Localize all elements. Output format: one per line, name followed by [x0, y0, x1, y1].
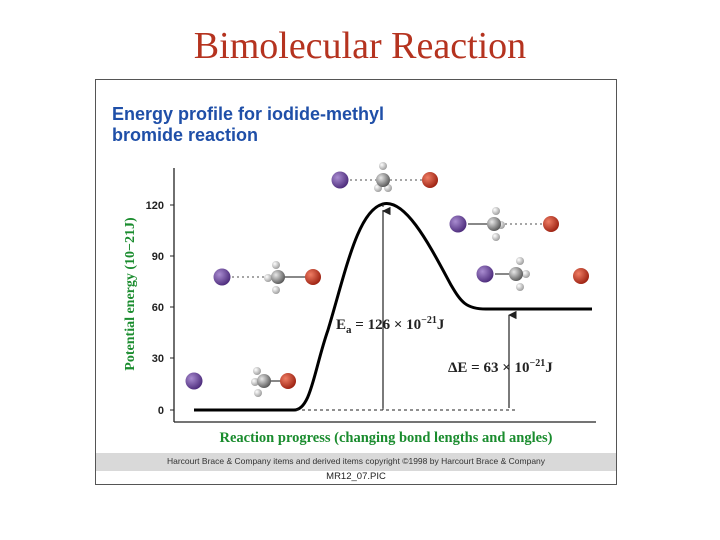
- energy-diagram: 0 30 60 90 120 Potential energy (10−21J)…: [123, 162, 596, 446]
- ea-equation: = 126 × 10: [352, 317, 422, 333]
- de-unit: J: [545, 360, 553, 376]
- carbon-atom: [257, 374, 271, 388]
- hydrogen-atom: [516, 283, 524, 291]
- figure-title-line1: Energy profile for iodide-methyl: [112, 104, 385, 124]
- hydrogen-atom: [492, 233, 500, 241]
- delta-e-annotation: ΔE = 63 × 10−21J: [448, 358, 553, 376]
- iodide-atom: [449, 215, 467, 233]
- carbon-atom: [487, 217, 501, 231]
- y-tick-label-60: 60: [152, 302, 164, 314]
- hydrogen-atom: [272, 286, 280, 294]
- hydrogen-atom: [264, 274, 272, 282]
- y-ticks: 0 30 60 90 120: [146, 200, 174, 417]
- hydrogen-atom: [516, 257, 524, 265]
- molecule-reactants: [185, 367, 296, 397]
- hydrogen-atom: [253, 367, 261, 375]
- iodide-atom: [331, 171, 349, 189]
- hydrogen-atom: [379, 162, 387, 170]
- bromine-atom: [422, 172, 438, 188]
- carbon-atom: [376, 173, 390, 187]
- ea-subscript: a: [346, 324, 352, 336]
- molecule-products: [476, 257, 589, 291]
- bromine-atom: [305, 269, 321, 285]
- y-tick-label-30: 30: [152, 353, 164, 365]
- ea-annotation: Ea = 126 × 10−21J: [336, 315, 445, 336]
- de-equation: = 63 × 10: [467, 360, 529, 376]
- energy-curve: [194, 202, 592, 412]
- bromide-atom: [573, 268, 589, 284]
- credit-bar: Harcourt Brace & Company items and deriv…: [96, 453, 616, 471]
- carbon-atom: [509, 267, 523, 281]
- hydrogen-atom: [522, 270, 530, 278]
- figure-frame: Energy profile for iodide-methyl bromide…: [95, 79, 617, 485]
- de-symbol: ΔE: [448, 360, 467, 376]
- molecule-leaving: [449, 207, 559, 241]
- molecule-transition-state: [331, 162, 438, 192]
- file-label: MR12_07.PIC: [326, 471, 386, 482]
- de-exponent: −21: [530, 358, 546, 369]
- y-tick-label-0: 0: [158, 405, 164, 417]
- bromine-atom: [543, 216, 559, 232]
- carbon-atom: [271, 270, 285, 284]
- bromine-atom: [280, 373, 296, 389]
- y-tick-label-90: 90: [152, 251, 164, 263]
- hydrogen-atom: [251, 378, 259, 386]
- ea-unit: J: [437, 317, 445, 333]
- iodide-atom: [185, 372, 203, 390]
- iodide-atom: [213, 268, 231, 286]
- hydrogen-atom: [492, 207, 500, 215]
- x-axis-label: Reaction progress (changing bond lengths…: [219, 430, 552, 446]
- molecule-approach: [213, 261, 321, 294]
- figure-title-line2: bromide reaction: [112, 125, 259, 145]
- y-axis-label: Potential energy (10−21J): [123, 217, 138, 371]
- hydrogen-atom: [272, 261, 280, 269]
- ea-symbol: E: [336, 317, 346, 333]
- y-tick-label-120: 120: [146, 200, 164, 212]
- ea-exponent: −21: [421, 315, 437, 326]
- slide-title: Bimolecular Reaction: [193, 25, 527, 67]
- hydrogen-atom: [254, 389, 262, 397]
- iodide-atom: [476, 265, 494, 283]
- figure-title: Energy profile for iodide-methyl bromide…: [112, 104, 472, 146]
- copyright-credit: Harcourt Brace & Company items and deriv…: [166, 456, 546, 466]
